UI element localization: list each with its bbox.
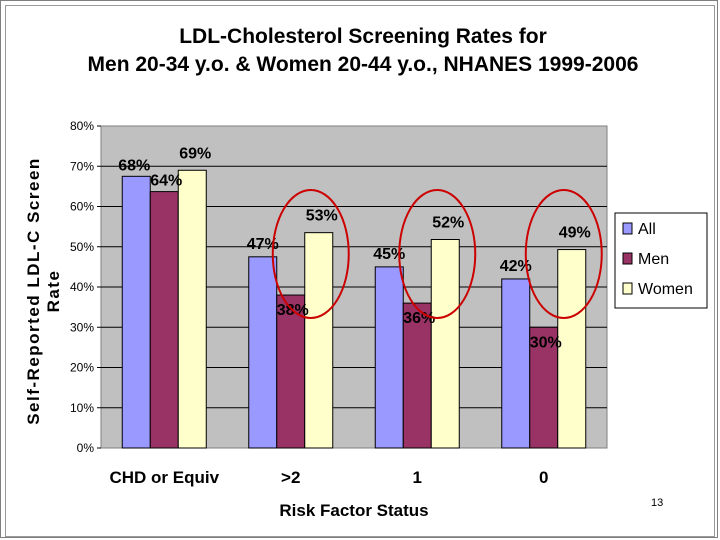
data-label: 52% (432, 215, 464, 232)
legend-swatch-men (622, 252, 633, 265)
bar-men (529, 326, 559, 449)
x-tick-label: CHD or Equiv (109, 468, 219, 487)
y-tick-label: 80% (70, 119, 94, 133)
data-label: 42% (500, 258, 532, 275)
bar-men (402, 302, 432, 449)
highlight-ellipse (398, 189, 477, 319)
y-axis-title-line1: Self-Reported LDL-C Screen (24, 157, 43, 425)
bar-all (248, 256, 278, 449)
bar-women (557, 249, 587, 449)
legend-label-men: Men (638, 251, 669, 268)
data-label: 47% (247, 236, 279, 253)
y-tick-label: 10% (70, 401, 94, 415)
data-label: 64% (150, 173, 182, 190)
bar-men (149, 191, 179, 449)
bar-all (121, 175, 151, 449)
x-tick-label: 0 (539, 468, 548, 487)
data-label: 45% (373, 246, 405, 263)
y-tick-label: 40% (70, 280, 94, 294)
chart-title: LDL-Cholesterol Screening Rates for (179, 25, 547, 48)
legend-label-all: All (638, 221, 656, 238)
data-label: 69% (179, 145, 211, 162)
y-axis-title-line2: Rate (44, 270, 63, 313)
y-tick-label: 0% (77, 441, 95, 455)
y-tick-label: 50% (70, 240, 94, 254)
bar-all (501, 278, 531, 449)
highlight-ellipse (271, 189, 350, 319)
bar-all (374, 266, 404, 449)
data-label: 30% (530, 334, 562, 351)
x-tick-label: >2 (281, 468, 300, 487)
bar-women (177, 169, 207, 449)
y-tick-label: 30% (70, 320, 94, 334)
page-number: 13 (651, 497, 664, 509)
y-tick-label: 60% (70, 200, 94, 214)
bar-women (430, 239, 460, 449)
highlight-ellipse (524, 189, 603, 319)
data-label: 49% (559, 225, 591, 242)
legend-swatch-all (622, 222, 633, 235)
data-label: 36% (403, 310, 435, 327)
y-tick-label: 70% (70, 159, 94, 173)
bar-men (276, 294, 306, 449)
x-tick-label: 1 (413, 468, 422, 487)
y-tick-label: 20% (70, 361, 94, 375)
bar-women (304, 232, 334, 449)
data-label: 68% (118, 157, 150, 174)
x-axis-title: Risk Factor Status (279, 501, 428, 520)
legend-label-women: Women (638, 281, 693, 298)
chart-subtitle: Men 20-34 y.o. & Women 20-44 y.o., NHANE… (88, 53, 639, 76)
legend-swatch-women (622, 282, 633, 295)
data-label: 53% (306, 208, 338, 225)
